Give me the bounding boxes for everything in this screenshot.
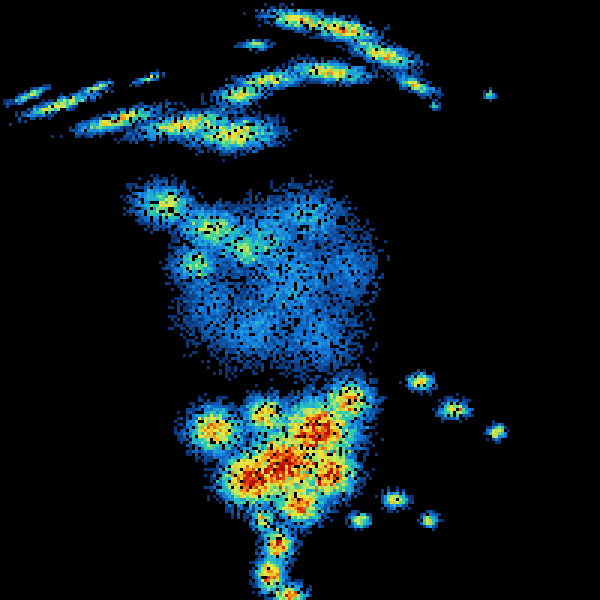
radar-image-view [0, 0, 600, 600]
radar-reflectivity-canvas [0, 0, 600, 600]
